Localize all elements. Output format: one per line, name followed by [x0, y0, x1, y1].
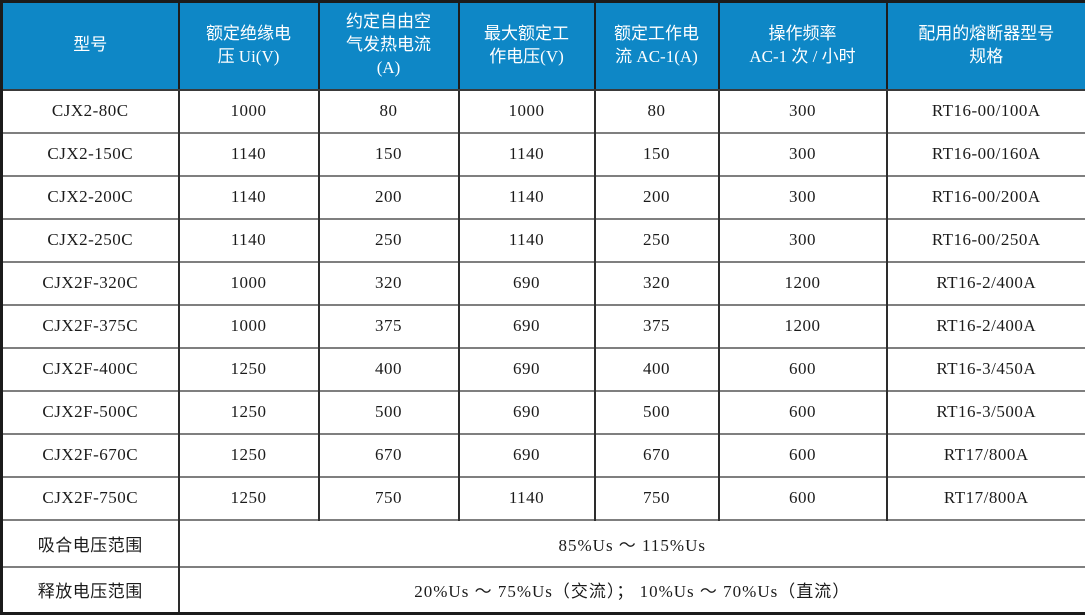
cell-op-frequency: 1200 — [719, 305, 887, 348]
cell-fuse: RT17/800A — [887, 477, 1085, 520]
cell-thermal-current: 320 — [319, 262, 459, 305]
cell-working-current: 375 — [595, 305, 719, 348]
cell-working-current: 750 — [595, 477, 719, 520]
cell-op-frequency: 300 — [719, 176, 887, 219]
cell-model: CJX2-150C — [2, 133, 179, 176]
cell-insulation-voltage: 1250 — [179, 391, 319, 434]
cell-max-working-voltage: 690 — [459, 434, 595, 477]
cell-model: CJX2F-320C — [2, 262, 179, 305]
pickup-voltage-value: 85%Us ～ 115%Us — [179, 520, 1085, 567]
table-header-row: 型号 额定绝缘电 压 Ui(V) 约定自由空 气发热电流 (A) 最大额定工 作… — [2, 2, 1085, 90]
cell-working-current: 150 — [595, 133, 719, 176]
header-working-current: 额定工作电 流 AC-1(A) — [595, 2, 719, 90]
cell-fuse: RT16-00/200A — [887, 176, 1085, 219]
cell-model: CJX2-80C — [2, 90, 179, 133]
cell-working-current: 200 — [595, 176, 719, 219]
cell-max-working-voltage: 690 — [459, 391, 595, 434]
cell-fuse: RT16-00/250A — [887, 219, 1085, 262]
cell-fuse: RT16-3/500A — [887, 391, 1085, 434]
cell-thermal-current: 80 — [319, 90, 459, 133]
header-model: 型号 — [2, 2, 179, 90]
cell-fuse: RT16-2/400A — [887, 262, 1085, 305]
table-row: CJX2-150C 1140 150 1140 150 300 RT16-00/… — [2, 133, 1085, 176]
cell-working-current: 80 — [595, 90, 719, 133]
cell-insulation-voltage: 1250 — [179, 477, 319, 520]
cell-model: CJX2F-500C — [2, 391, 179, 434]
cell-max-working-voltage: 1000 — [459, 90, 595, 133]
table-row: CJX2F-400C 1250 400 690 400 600 RT16-3/4… — [2, 348, 1085, 391]
release-voltage-value: 20%Us ～ 75%Us（交流）； 10%Us ～ 70%Us（直流） — [179, 567, 1085, 614]
cell-max-working-voltage: 690 — [459, 262, 595, 305]
cell-max-working-voltage: 1140 — [459, 219, 595, 262]
cell-thermal-current: 200 — [319, 176, 459, 219]
cell-fuse: RT17/800A — [887, 434, 1085, 477]
table-row: CJX2-250C 1140 250 1140 250 300 RT16-00/… — [2, 219, 1085, 262]
cell-max-working-voltage: 1140 — [459, 477, 595, 520]
cell-model: CJX2F-750C — [2, 477, 179, 520]
cell-working-current: 400 — [595, 348, 719, 391]
cell-insulation-voltage: 1140 — [179, 133, 319, 176]
release-voltage-row: 释放电压范围 20%Us ～ 75%Us（交流）； 10%Us ～ 70%Us（… — [2, 567, 1085, 614]
cell-insulation-voltage: 1000 — [179, 305, 319, 348]
header-max-working-voltage: 最大额定工 作电压(V) — [459, 2, 595, 90]
cell-op-frequency: 300 — [719, 90, 887, 133]
table-row: CJX2F-670C 1250 670 690 670 600 RT17/800… — [2, 434, 1085, 477]
cell-fuse: RT16-3/450A — [887, 348, 1085, 391]
cell-working-current: 500 — [595, 391, 719, 434]
cell-op-frequency: 600 — [719, 391, 887, 434]
cell-thermal-current: 400 — [319, 348, 459, 391]
cell-thermal-current: 750 — [319, 477, 459, 520]
cell-thermal-current: 500 — [319, 391, 459, 434]
header-thermal-current: 约定自由空 气发热电流 (A) — [319, 2, 459, 90]
cell-working-current: 250 — [595, 219, 719, 262]
cell-op-frequency: 600 — [719, 434, 887, 477]
cell-model: CJX2-250C — [2, 219, 179, 262]
table-row: CJX2-200C 1140 200 1140 200 300 RT16-00/… — [2, 176, 1085, 219]
cell-model: CJX2F-400C — [2, 348, 179, 391]
cell-model: CJX2F-670C — [2, 434, 179, 477]
cell-max-working-voltage: 690 — [459, 348, 595, 391]
cell-max-working-voltage: 1140 — [459, 133, 595, 176]
header-insulation-voltage: 额定绝缘电 压 Ui(V) — [179, 2, 319, 90]
cell-insulation-voltage: 1250 — [179, 348, 319, 391]
cell-fuse: RT16-00/100A — [887, 90, 1085, 133]
cell-working-current: 670 — [595, 434, 719, 477]
cell-op-frequency: 600 — [719, 477, 887, 520]
cell-op-frequency: 600 — [719, 348, 887, 391]
cell-op-frequency: 1200 — [719, 262, 887, 305]
pickup-voltage-label: 吸合电压范围 — [2, 520, 179, 567]
cell-op-frequency: 300 — [719, 133, 887, 176]
table-row: CJX2F-375C 1000 375 690 375 1200 RT16-2/… — [2, 305, 1085, 348]
cell-thermal-current: 670 — [319, 434, 459, 477]
cell-model: CJX2F-375C — [2, 305, 179, 348]
pickup-voltage-row: 吸合电压范围 85%Us ～ 115%Us — [2, 520, 1085, 567]
cell-insulation-voltage: 1000 — [179, 262, 319, 305]
cell-insulation-voltage: 1140 — [179, 176, 319, 219]
header-fuse: 配用的熔断器型号 规格 — [887, 2, 1085, 90]
cell-thermal-current: 150 — [319, 133, 459, 176]
table-row: CJX2F-500C 1250 500 690 500 600 RT16-3/5… — [2, 391, 1085, 434]
cell-thermal-current: 250 — [319, 219, 459, 262]
cell-thermal-current: 375 — [319, 305, 459, 348]
cell-max-working-voltage: 1140 — [459, 176, 595, 219]
header-op-frequency: 操作频率 AC-1 次 / 小时 — [719, 2, 887, 90]
table-row: CJX2-80C 1000 80 1000 80 300 RT16-00/100… — [2, 90, 1085, 133]
cell-op-frequency: 300 — [719, 219, 887, 262]
cell-insulation-voltage: 1250 — [179, 434, 319, 477]
cell-working-current: 320 — [595, 262, 719, 305]
cell-model: CJX2-200C — [2, 176, 179, 219]
cell-fuse: RT16-2/400A — [887, 305, 1085, 348]
cell-insulation-voltage: 1140 — [179, 219, 319, 262]
release-voltage-label: 释放电压范围 — [2, 567, 179, 614]
cell-fuse: RT16-00/160A — [887, 133, 1085, 176]
table-row: CJX2F-320C 1000 320 690 320 1200 RT16-2/… — [2, 262, 1085, 305]
cell-max-working-voltage: 690 — [459, 305, 595, 348]
cell-insulation-voltage: 1000 — [179, 90, 319, 133]
table-row: CJX2F-750C 1250 750 1140 750 600 RT17/80… — [2, 477, 1085, 520]
